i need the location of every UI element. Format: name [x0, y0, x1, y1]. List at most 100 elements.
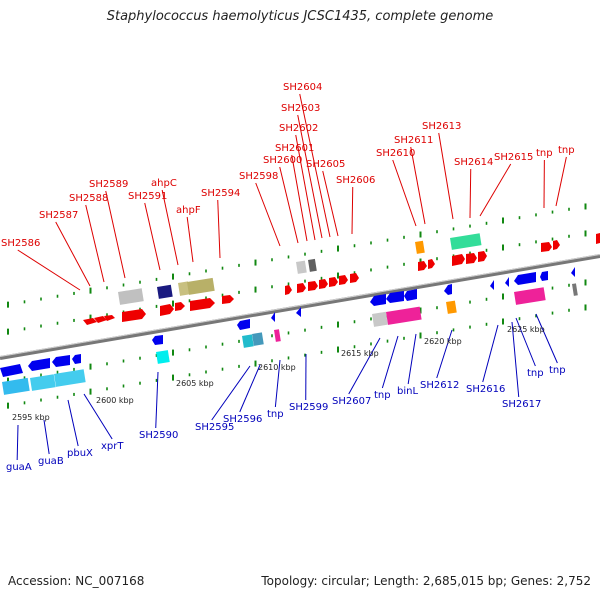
gene-glyph [386, 291, 404, 303]
forward-gene-labels: SH2586SH2587SH2588SH2589SH2591ahpCahpFSH… [1, 82, 575, 291]
gene-glyph [28, 358, 50, 371]
topology-summary: Topology: circular; Length: 2,685,015 bp… [261, 574, 591, 588]
gene-glyph [505, 277, 509, 287]
leader-line [85, 204, 105, 283]
leader-line [392, 159, 417, 227]
leader-line [515, 317, 536, 367]
gene-glyph [54, 369, 86, 387]
gene-glyph [29, 374, 56, 391]
leader-line [105, 190, 126, 279]
leader-line [469, 168, 472, 219]
scale-labels: 2595 kbp 2600 kbp 2605 kbp 2610 kbp 2615 kbp… [12, 325, 545, 422]
gene-glyph [237, 319, 250, 330]
gene-glyph [386, 306, 422, 325]
leader-line [217, 199, 221, 259]
gene-glyph [308, 281, 318, 291]
leader-line [351, 186, 354, 235]
gene-label: tnp [536, 148, 553, 159]
gene-label: SH2591 [128, 191, 167, 202]
leader-line [186, 216, 194, 263]
gene-label: SH2611 [394, 135, 433, 146]
gene-glyph [241, 334, 254, 348]
gene-label: xprT [101, 441, 124, 452]
gene-label: guaA [6, 462, 32, 473]
gene-glyph [490, 280, 494, 290]
gene-glyph [370, 294, 386, 306]
gene-label: SH2598 [239, 171, 278, 182]
gene-glyph [444, 284, 452, 295]
gene-glyph [572, 283, 578, 296]
gene-glyph [372, 311, 388, 327]
gene-glyph [160, 304, 174, 316]
gene-label: SH2596 [223, 414, 262, 425]
gene-label: SH2599 [289, 402, 328, 413]
gene-glyph [514, 287, 546, 305]
leader-line [479, 163, 512, 217]
gene-glyph [178, 281, 190, 296]
gene-glyph [571, 267, 575, 277]
gene-glyph [83, 318, 97, 325]
gene-glyph [319, 279, 328, 289]
gene-glyph [540, 271, 548, 281]
gene-label: binL [397, 386, 418, 397]
gene-glyph [428, 259, 435, 269]
leader-line [436, 329, 453, 379]
gene-label: tnp [374, 390, 391, 401]
leader-line [511, 321, 520, 398]
gene-label: SH2616 [466, 384, 505, 395]
gene-label: pbuX [67, 448, 93, 459]
gene-label: SH2588 [69, 193, 108, 204]
leader-line [322, 170, 339, 237]
scale-label: 2605 kbp [176, 379, 214, 388]
gene-glyph [478, 251, 487, 262]
gene-glyph [222, 295, 234, 304]
leader-line [291, 154, 308, 242]
gene-glyph [446, 300, 457, 314]
gene-label: SH2586 [1, 238, 40, 249]
gene-label: tnp [558, 145, 575, 156]
leader-line [239, 364, 261, 413]
gene-glyph [285, 285, 292, 295]
leader-line [295, 134, 316, 241]
gene-label: SH2589 [89, 179, 128, 190]
leader-line [348, 337, 381, 395]
gene-glyph [251, 332, 264, 346]
gene-glyph [296, 307, 301, 317]
gene-label: ahpC [151, 178, 177, 189]
leader-line [410, 146, 426, 225]
gene-glyph [104, 315, 115, 321]
gene-glyph [0, 364, 23, 377]
leader-line [381, 335, 399, 389]
gene-label: SH2594 [201, 188, 240, 199]
gene-glyph [404, 289, 417, 301]
gene-glyph [187, 277, 215, 295]
gene-glyph [156, 350, 170, 364]
gene-glyph [339, 275, 348, 285]
scale-label: 2615 kbp [341, 349, 379, 358]
scale-label: 2600 kbp [96, 396, 134, 405]
gene-label: SH2613 [422, 121, 461, 132]
gene-label: SH2617 [502, 399, 541, 410]
leader-line [299, 93, 331, 238]
gene-glyph [175, 302, 185, 311]
leader-line [535, 313, 558, 364]
gene-glyph [118, 288, 144, 305]
gene-glyph [514, 272, 536, 285]
gene-glyph [152, 335, 163, 345]
gene-label: SH2602 [279, 123, 318, 134]
leader-line [438, 132, 454, 220]
gene-glyph [466, 253, 477, 264]
leader-line [279, 166, 299, 244]
leader-line [407, 333, 417, 385]
gene-label: SH2610 [376, 148, 415, 159]
tick-marks [7, 203, 587, 409]
scale-label: 2595 kbp [12, 413, 50, 422]
gene-glyph [157, 284, 173, 299]
leader-line [16, 424, 19, 461]
scale-label: 2625 kbp [507, 325, 545, 334]
gene-glyph [271, 312, 275, 322]
gene-label: SH2603 [281, 103, 320, 114]
leader-line [43, 419, 50, 455]
leader-line [55, 221, 91, 287]
